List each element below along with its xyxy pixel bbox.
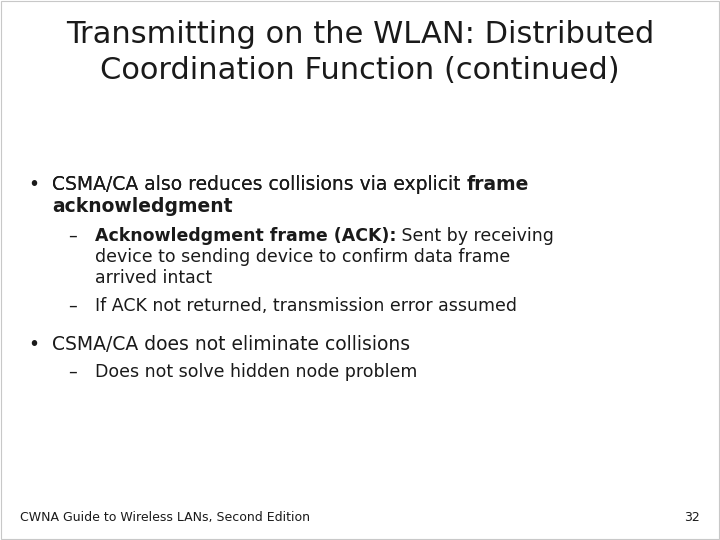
Text: arrived intact: arrived intact	[95, 269, 212, 287]
Text: Transmitting on the WLAN: Distributed
Coordination Function (continued): Transmitting on the WLAN: Distributed Co…	[66, 20, 654, 85]
Text: CSMA/CA also reduces collisions via explicit: CSMA/CA also reduces collisions via expl…	[52, 175, 467, 194]
Text: –: –	[68, 227, 77, 245]
Text: –: –	[68, 297, 77, 315]
Text: CSMA/CA does not eliminate collisions: CSMA/CA does not eliminate collisions	[52, 335, 410, 354]
Text: Acknowledgment frame (ACK):: Acknowledgment frame (ACK):	[95, 227, 397, 245]
Text: •: •	[28, 175, 39, 194]
Text: –: –	[68, 363, 77, 381]
Text: frame: frame	[467, 175, 529, 194]
Text: Sent by receiving: Sent by receiving	[397, 227, 554, 245]
Text: device to sending device to confirm data frame: device to sending device to confirm data…	[95, 248, 510, 266]
Text: acknowledgment: acknowledgment	[52, 197, 233, 216]
Text: CSMA/CA also reduces collisions via explicit: CSMA/CA also reduces collisions via expl…	[52, 175, 467, 194]
Text: 32: 32	[684, 511, 700, 524]
Text: If ACK not returned, transmission error assumed: If ACK not returned, transmission error …	[95, 297, 517, 315]
Text: CWNA Guide to Wireless LANs, Second Edition: CWNA Guide to Wireless LANs, Second Edit…	[20, 511, 310, 524]
Text: Does not solve hidden node problem: Does not solve hidden node problem	[95, 363, 418, 381]
Text: •: •	[28, 335, 39, 354]
